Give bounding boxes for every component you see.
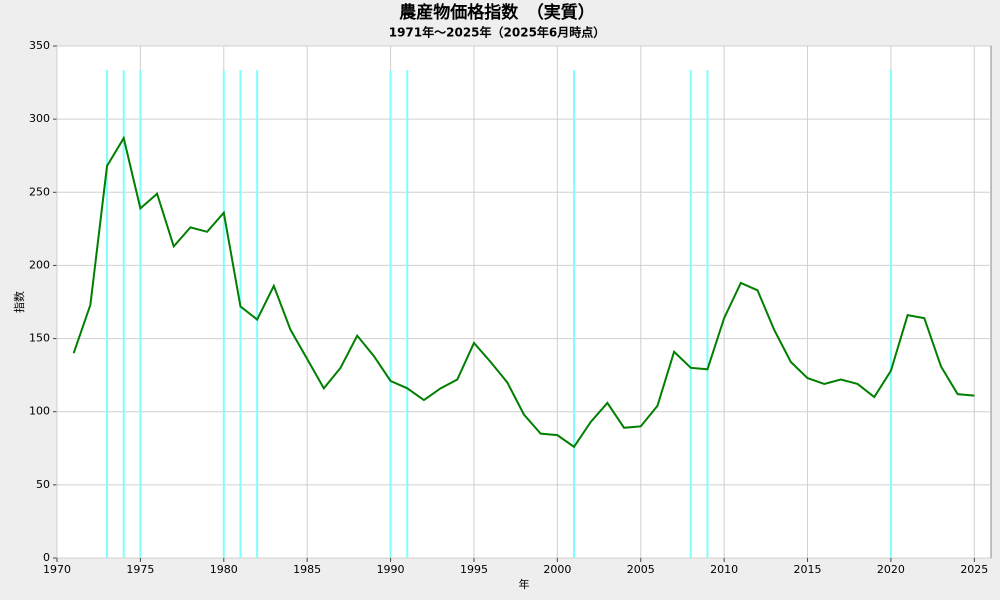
y-tick-label: 250 (29, 185, 50, 198)
chart-subtitle: 1971年～2025年（2025年6月時点） (389, 25, 606, 40)
y-tick-label: 150 (29, 332, 50, 345)
x-tick-label: 2025 (960, 563, 988, 576)
y-tick-label: 100 (29, 405, 50, 418)
x-tick-label: 2005 (627, 563, 655, 576)
x-axis-label: 年 (519, 577, 530, 591)
x-tick-label: 1985 (293, 563, 321, 576)
x-tick-label: 1975 (126, 563, 154, 576)
x-tick-label: 2000 (543, 563, 571, 576)
data-line (72, 135, 975, 449)
plot-area (56, 45, 992, 559)
x-tick-label: 2015 (794, 563, 822, 576)
y-tick-label: 300 (29, 112, 50, 125)
y-tick-label: 0 (43, 551, 50, 564)
y-axis-label: 指数 (12, 291, 26, 313)
x-tick-label: 1995 (460, 563, 488, 576)
y-tick-label: 350 (29, 39, 50, 52)
x-tick-label: 2010 (710, 563, 738, 576)
x-tick-label: 1990 (377, 563, 405, 576)
x-tick-label: 1980 (210, 563, 238, 576)
x-tick-label: 2020 (877, 563, 905, 576)
y-tick-label: 200 (29, 258, 50, 271)
chart-title: 農産物価格指数 （実質） (399, 2, 595, 23)
x-tick-label: 1970 (43, 563, 71, 576)
y-tick-label: 50 (36, 478, 50, 491)
